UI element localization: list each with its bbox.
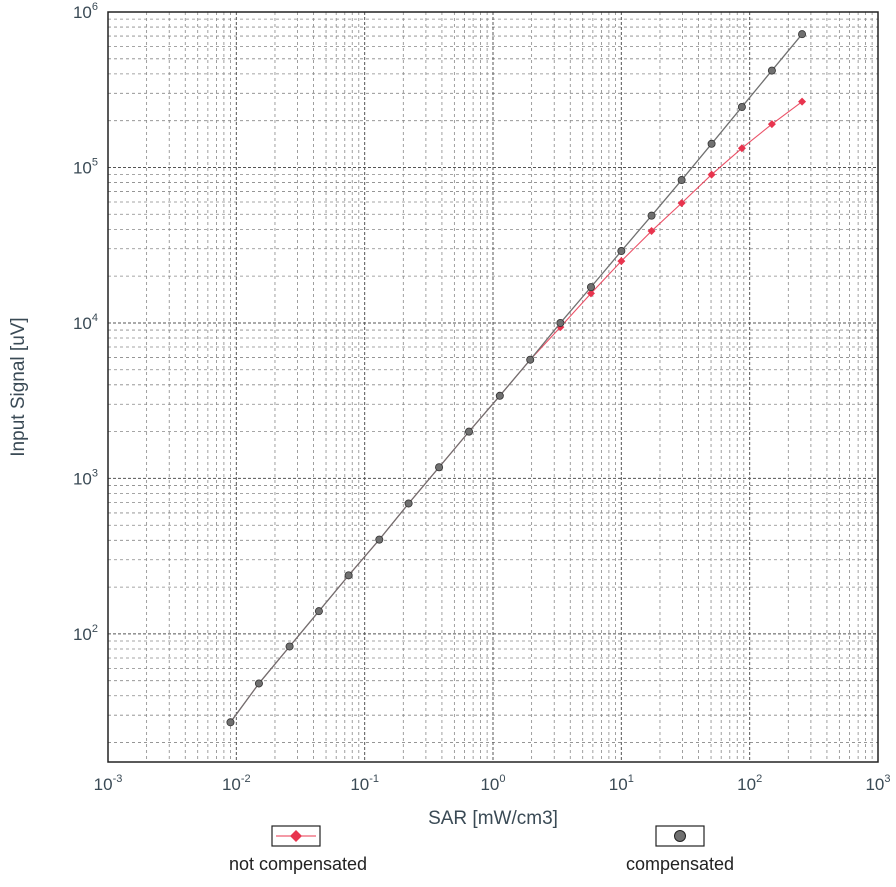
legend: not compensated compensated bbox=[229, 825, 734, 874]
data-point bbox=[404, 499, 413, 508]
y-tick-label: 106 bbox=[73, 1, 98, 22]
data-point bbox=[647, 211, 656, 220]
legend-entry: not compensated bbox=[229, 825, 367, 874]
data-point bbox=[617, 247, 626, 256]
data-point bbox=[798, 30, 807, 39]
data-point bbox=[767, 120, 776, 129]
data-point bbox=[314, 607, 323, 616]
y-tick-label: 103 bbox=[73, 467, 98, 488]
x-tick-label: 103 bbox=[865, 773, 890, 794]
data-point bbox=[707, 170, 716, 179]
y-tick-label: 104 bbox=[73, 312, 98, 333]
x-tick-labels: 10-3 10-2 10-1 100 101 102 103 bbox=[94, 773, 891, 794]
data-point bbox=[767, 66, 776, 75]
legend-label: compensated bbox=[626, 854, 734, 874]
series-layer bbox=[226, 30, 807, 727]
x-tick-label: 101 bbox=[609, 773, 634, 794]
y-tick-label: 105 bbox=[73, 156, 98, 177]
legend-label: not compensated bbox=[229, 854, 367, 874]
legend-marker bbox=[290, 830, 302, 842]
data-point bbox=[586, 289, 595, 298]
data-point bbox=[435, 463, 444, 472]
x-tick-label: 10-2 bbox=[222, 773, 251, 794]
data-point bbox=[617, 257, 626, 266]
x-tick-label: 102 bbox=[737, 773, 762, 794]
data-point bbox=[737, 144, 746, 153]
legend-entry: compensated bbox=[626, 825, 734, 874]
data-point bbox=[226, 718, 235, 727]
data-point bbox=[586, 283, 595, 292]
series-compensated bbox=[226, 30, 807, 727]
y-axis-title: Input Signal [uV] bbox=[8, 317, 29, 456]
data-point bbox=[495, 391, 504, 400]
series-line bbox=[229, 33, 803, 723]
data-point bbox=[798, 97, 807, 106]
plot-frame bbox=[107, 11, 879, 763]
data-point bbox=[254, 679, 263, 688]
data-point bbox=[677, 176, 686, 185]
x-axis-title: SAR [mW/cm3] bbox=[428, 808, 558, 829]
y-tick-label: 102 bbox=[73, 623, 98, 644]
data-point bbox=[375, 535, 384, 544]
data-point bbox=[647, 227, 656, 236]
data-point bbox=[707, 139, 716, 148]
data-point bbox=[526, 355, 535, 364]
x-tick-label: 10-1 bbox=[350, 773, 379, 794]
y-tick-labels: 102 103 104 105 106 bbox=[73, 1, 98, 644]
data-point bbox=[556, 318, 565, 327]
data-point bbox=[677, 199, 686, 208]
series-line bbox=[230, 101, 803, 723]
data-point bbox=[737, 102, 746, 111]
data-point bbox=[344, 571, 353, 580]
x-tick-label: 10-3 bbox=[94, 773, 123, 794]
legend-marker bbox=[674, 830, 686, 842]
data-point bbox=[285, 642, 294, 651]
data-point bbox=[464, 427, 473, 436]
x-tick-label: 100 bbox=[480, 773, 505, 794]
